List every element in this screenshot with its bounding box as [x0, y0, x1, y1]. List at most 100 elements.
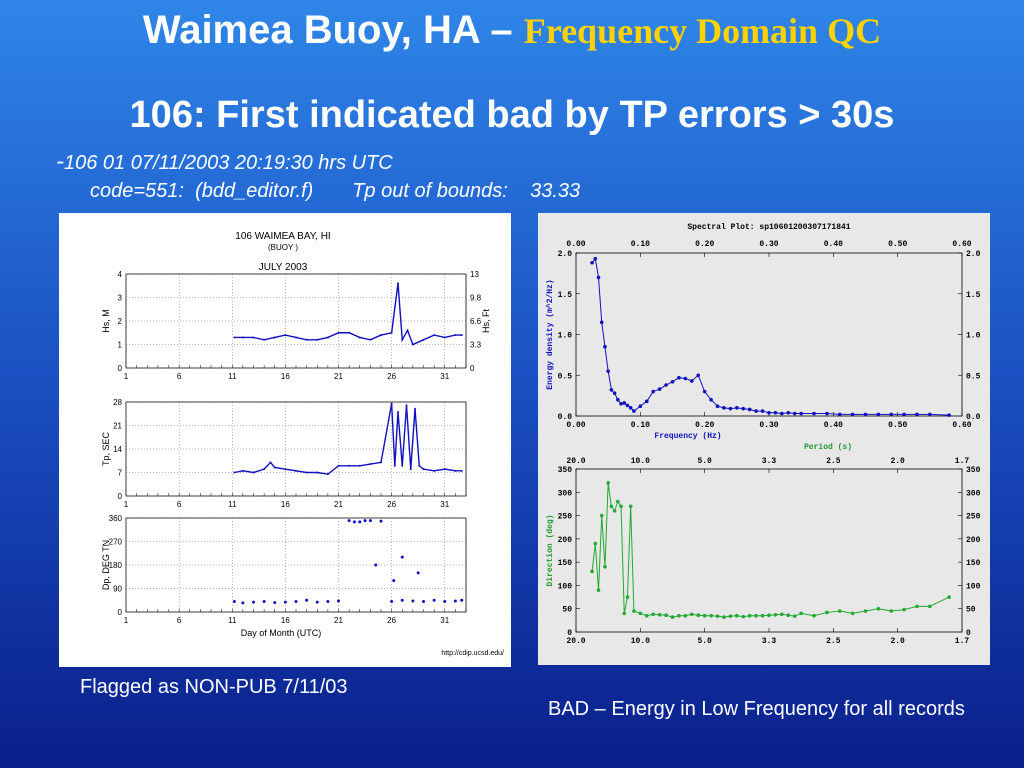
direction-ytick-label: 0	[567, 629, 572, 638]
dp-data-point	[363, 519, 367, 523]
dp-xtick-label: 1	[124, 616, 129, 625]
direction-bottom-xtick-label: 1.7	[955, 637, 970, 646]
dp-data-point	[241, 601, 245, 605]
hs-data-point	[406, 329, 409, 332]
hs-y2tick-label: 3.3	[470, 341, 482, 350]
direction-data-point	[622, 611, 627, 616]
direction-y2tick-label: 0	[966, 629, 971, 638]
spectral-title: Spectral Plot: sp10601200307171841	[687, 223, 850, 232]
tp-data-point	[422, 468, 425, 471]
spectral-data-point	[628, 406, 633, 410]
dp-data-point	[368, 519, 372, 523]
tp-xtick-label: 31	[440, 500, 449, 509]
spectral-data-point	[690, 379, 694, 383]
direction-top-xtick-label: 3.3	[762, 457, 777, 466]
info-dash: -	[56, 148, 64, 175]
direction-data-point	[741, 614, 746, 619]
hs-data-point	[295, 336, 297, 339]
dp-data-point	[422, 600, 425, 604]
dp-data-point	[453, 599, 457, 603]
caption-flagged: Flagged as NON-PUB 7/11/03	[80, 676, 348, 698]
tp-data-point	[326, 473, 329, 476]
spectral-bottom-xtick-label: 0.50	[888, 421, 907, 430]
direction-data-point	[606, 481, 610, 485]
spectral-ylabel: Energy density (m^2/Hz)	[546, 279, 555, 389]
error-code-line: code=551: (bdd_editor.f) Tp out of bound…	[90, 180, 581, 202]
spectral-ytick-label: 1.5	[558, 291, 573, 300]
dp-ytick-label: 360	[109, 514, 123, 523]
tp-xtick-label: 11	[228, 500, 237, 509]
spectral-data-point	[670, 379, 675, 384]
dp-data-point	[232, 600, 236, 604]
caption-bad-energy: BAD – Energy in Low Frequency for all re…	[548, 698, 965, 720]
spectral-data-point	[638, 404, 643, 409]
hs-data-point	[252, 336, 255, 339]
hs-xtick-label: 31	[440, 372, 449, 381]
dp-xtick-label: 31	[440, 616, 449, 625]
spectral-data-point	[683, 376, 688, 381]
direction-y2tick-label: 300	[966, 489, 981, 498]
direction-top-xtick-label: 2.5	[826, 457, 841, 466]
tp-ytick-label: 21	[113, 422, 122, 431]
dp-data-point	[379, 519, 383, 523]
direction-data-point	[619, 504, 623, 509]
hs-data-point	[233, 336, 236, 339]
spectral-bottom-xtick-label: 0.10	[631, 421, 650, 430]
spectral-data-point	[915, 412, 919, 417]
tp-data-point	[390, 402, 393, 405]
direction-data-point	[677, 613, 681, 618]
direction-data-point	[837, 609, 842, 613]
tp-ytick-label: 14	[113, 445, 122, 454]
spectral-ytick-label: 2.0	[558, 250, 573, 259]
direction-data-point	[728, 614, 733, 618]
hs-y2tick-label: 0	[470, 364, 475, 373]
panel-subheader: (BUOY )	[268, 243, 298, 252]
spectral-data-point	[735, 406, 739, 410]
hs-series-line	[234, 283, 462, 346]
direction-top-xtick-label: 2.0	[890, 457, 905, 466]
dp-xtick-label: 21	[334, 616, 343, 625]
spectral-data-point	[928, 412, 932, 417]
direction-data-point	[754, 613, 758, 618]
spectral-data-point	[722, 406, 726, 410]
dp-xtick-label: 11	[228, 616, 237, 625]
tp-data-point	[273, 466, 276, 469]
tp-data-point	[295, 469, 297, 472]
hs-xtick-label: 21	[334, 372, 343, 381]
tp-data-point	[233, 471, 236, 474]
tp-data-point	[369, 463, 372, 466]
spectral-data-point	[747, 407, 752, 412]
spectral-energy-plot: Spectral Plot: sp106012003071718410.000.…	[546, 223, 981, 452]
direction-data-point	[947, 595, 951, 599]
dp-data-point	[411, 599, 415, 603]
spectral-top-xtick-label: 0.50	[888, 240, 907, 249]
spectral-data-point	[606, 369, 610, 373]
spectral-data-point	[709, 397, 713, 402]
direction-data-point	[902, 607, 906, 612]
spectral-data-point	[590, 260, 594, 265]
spectral-data-point	[837, 412, 842, 417]
dp-ytick-label: 90	[113, 585, 122, 594]
dp-xtick-label: 16	[281, 616, 290, 625]
direction-data-point	[767, 613, 771, 618]
tp-ytick-label: 7	[118, 469, 123, 478]
direction-data-point	[780, 612, 784, 617]
tp-data-point	[380, 461, 382, 464]
hs-xtick-label: 11	[228, 372, 237, 381]
hs-xtick-label: 1	[124, 372, 129, 381]
tp-data-point	[409, 468, 412, 471]
panel-header: 106 WAIMEA BAY, HI	[235, 231, 330, 242]
tp-data-point	[443, 468, 446, 471]
hs-data-point	[460, 334, 463, 337]
hs-xtick-label: 6	[177, 372, 182, 381]
spectral-data-point	[825, 411, 829, 416]
direction-y2tick-label: 50	[966, 606, 976, 615]
dp-data-point	[390, 600, 394, 604]
direction-data-point	[863, 609, 868, 613]
hs-data-point	[443, 336, 446, 339]
tp-data-point	[269, 461, 272, 464]
spectral-data-point	[657, 387, 662, 391]
direction-data-point	[825, 610, 829, 615]
dp-data-point	[326, 600, 330, 604]
